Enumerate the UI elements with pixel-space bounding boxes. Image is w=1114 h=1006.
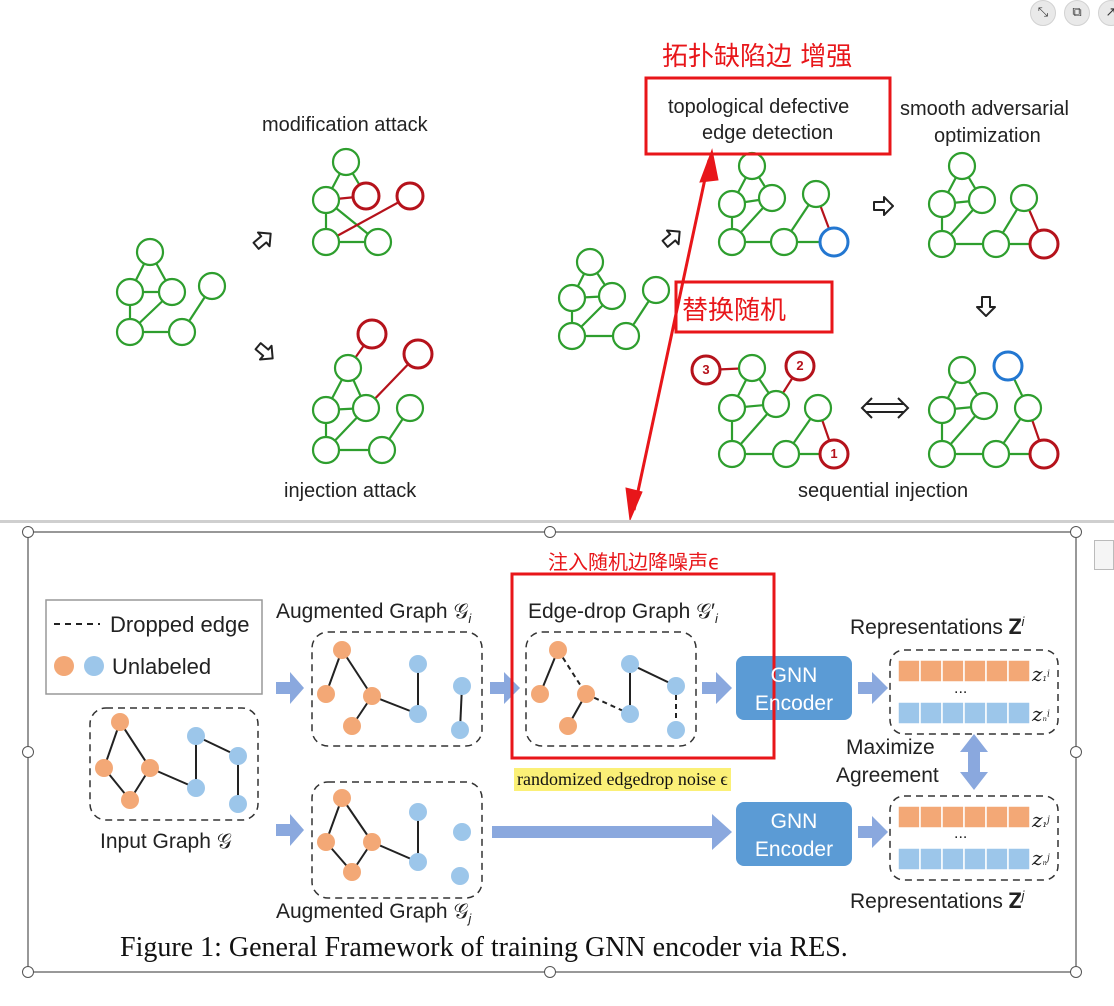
detection-label-line2: edge detection [702, 122, 834, 144]
ellipsis-bottom: ... [954, 825, 968, 842]
edge-drop-graph [525, 631, 697, 747]
step-number-1: 1 [830, 446, 838, 461]
legend-box [45, 599, 263, 695]
legend-blue-node [84, 656, 104, 676]
annotation-double-arrow [625, 148, 719, 520]
gnn-bottom-line1: GNN [770, 810, 818, 833]
yellow-note: randomized edgedrop noise ϵ [514, 768, 731, 791]
gnn-bottom-line2: Encoder [754, 838, 834, 861]
detection-label-line1: topological defective [668, 96, 850, 118]
graph-original-left [115, 237, 227, 347]
top-diagram [115, 76, 1060, 520]
arrow-to-smooth [873, 196, 894, 216]
annotation-box-replace [674, 280, 834, 334]
z1-top-label: z₁i [1032, 662, 1050, 686]
double-arrow [860, 397, 910, 419]
resize-handle-ml[interactable] [22, 746, 34, 758]
collapse-icon[interactable]: ⤡ [1030, 0, 1056, 26]
graph-sequential-result [927, 350, 1060, 470]
annotation-box-detection [644, 76, 892, 156]
step-number-2: 2 [796, 358, 804, 373]
step-number-3: 3 [702, 362, 710, 377]
z1-bottom-label: z₁j [1032, 808, 1050, 832]
augmented-graph-bottom-label: Augmented Graph 𝒢j [276, 900, 472, 927]
resize-handle-tr[interactable] [1070, 526, 1082, 538]
arrow-to-modification [249, 225, 278, 254]
resize-handle-bm[interactable] [544, 966, 556, 978]
annotation-cn-bottom: 注入随机边降噪声ϵ [548, 550, 721, 574]
layout-options-icon[interactable] [1094, 540, 1114, 570]
augmented-graph-top-label: Augmented Graph 𝒢i [276, 600, 472, 627]
graph-smooth [927, 151, 1060, 260]
sequential-injection-label: sequential injection [798, 480, 969, 502]
gnn-encoder-top [736, 656, 852, 720]
annotation-box-edgedrop [510, 572, 776, 760]
annotation-cn-mid: 替换随机 [682, 296, 787, 326]
input-graph [89, 707, 259, 821]
legend-unlabeled-label: Unlabeled [112, 654, 212, 679]
resize-handle-tl[interactable] [22, 526, 34, 538]
annotation-cn-top: 拓扑缺陷边 增强 [662, 42, 853, 72]
copy-icon[interactable]: ⧉ [1064, 0, 1090, 26]
graph-sequential [690, 350, 850, 470]
arrow-to-injection [251, 338, 280, 367]
injection-attack-label: injection attack [284, 480, 417, 502]
figure-caption: Figure 1: General Framework of training … [120, 932, 848, 963]
gnn-encoder-bottom [736, 802, 852, 866]
resize-handle-bl[interactable] [22, 966, 34, 978]
modification-attack-label: modification attack [262, 114, 428, 136]
representations-bottom-label: Representations 𝐙j [850, 888, 1025, 913]
resize-handle-tm[interactable] [544, 526, 556, 538]
ellipsis-top: ... [954, 680, 968, 697]
representation-top [889, 649, 1059, 735]
representation-bottom [889, 795, 1059, 881]
arrow-to-detection [658, 223, 687, 252]
maximize-line2: Agreement [836, 764, 939, 787]
resize-handle-mr[interactable] [1070, 746, 1082, 758]
graph-original-right [557, 247, 671, 351]
smooth-label-line1: smooth adversarial [900, 98, 1069, 120]
smooth-label-line2: optimization [934, 125, 1041, 147]
maximize-line1: Maximize [846, 736, 935, 759]
flow-arrows [276, 672, 988, 850]
input-graph-label: Input Graph 𝒢 [100, 830, 232, 853]
graph-detection [717, 151, 850, 258]
augmented-graph-bottom [311, 781, 483, 899]
edge-drop-graph-label: Edge-drop Graph 𝒢′i [528, 600, 718, 627]
legend-dropped-label: Dropped edge [110, 612, 250, 637]
zn-top-label: zₙi [1032, 702, 1050, 726]
graph-modification [311, 147, 425, 257]
arrow-down [976, 296, 996, 317]
augmented-graph-top [311, 631, 483, 747]
representations-top-label: Representations 𝐙i [850, 614, 1025, 639]
legend-orange-node [54, 656, 74, 676]
gnn-top-line1: GNN [770, 664, 818, 687]
zn-bottom-label: zₙj [1032, 846, 1050, 870]
resize-handle-br[interactable] [1070, 966, 1082, 978]
graph-injection [311, 318, 434, 465]
figure-framework [27, 531, 1077, 973]
gnn-top-line2: Encoder [754, 692, 834, 715]
section-divider [0, 520, 1114, 523]
